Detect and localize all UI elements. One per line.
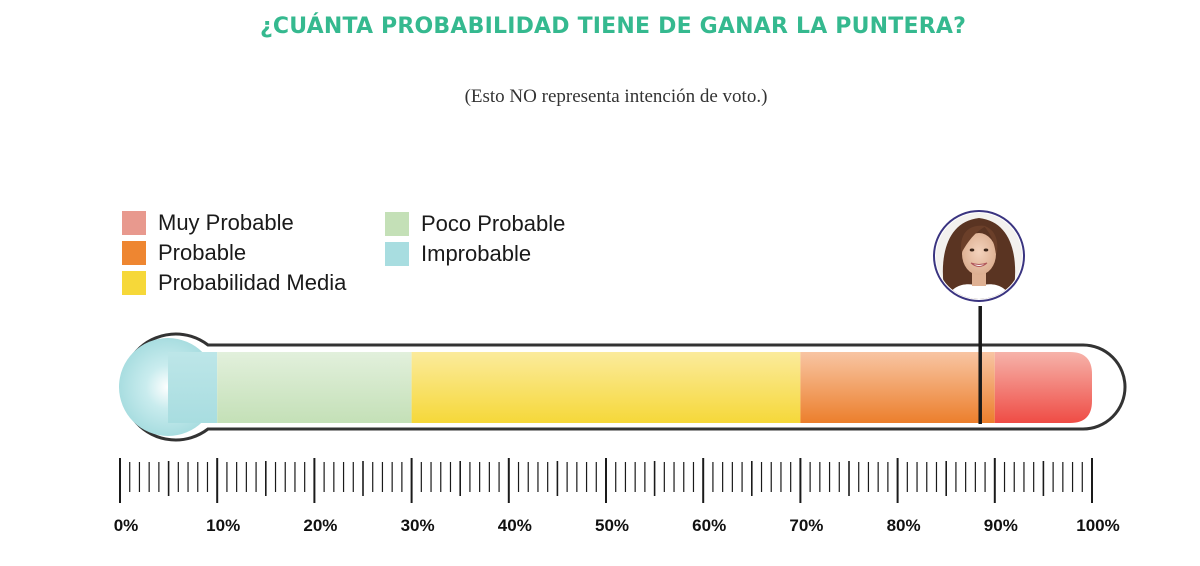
tick-label: 60%: [692, 516, 726, 535]
legend-swatch: [122, 241, 146, 265]
zone-muy-probable: [994, 352, 1092, 423]
axis-ticks: [119, 458, 1093, 503]
legend-item-probable: Probable: [122, 240, 246, 266]
tick-label: 50%: [595, 516, 629, 535]
legend-swatch: [385, 212, 409, 236]
tick-label: 80%: [887, 516, 921, 535]
zone-probabilidad-media: [411, 352, 801, 423]
legend-label: Improbable: [421, 241, 532, 266]
tick-label: 100%: [1076, 516, 1119, 535]
candidate-avatar-icon: [933, 210, 1025, 302]
legend-label: Muy Probable: [158, 210, 294, 235]
legend-item-improbable: Improbable: [385, 241, 531, 267]
legend-label: Probable: [158, 240, 247, 265]
tick-label: 90%: [984, 516, 1018, 535]
zone-poco-probable: [217, 352, 412, 423]
zone-improbable: [168, 352, 218, 423]
tick-label: 20%: [303, 516, 337, 535]
tick-label: 40%: [498, 516, 532, 535]
zone-probable: [800, 352, 995, 423]
candidate-marker: [933, 210, 1025, 424]
legend-item-poco-probable: Poco Probable: [385, 211, 565, 237]
legend-label: Probabilidad Media: [158, 270, 347, 295]
tick-label: 10%: [206, 516, 240, 535]
tick-label: 30%: [401, 516, 435, 535]
legend-swatch: [122, 211, 146, 235]
legend-item-probabilidad-media: Probabilidad Media: [122, 270, 346, 296]
tick-label: 70%: [789, 516, 823, 535]
page-title: ¿CUÁNTA PROBABILIDAD TIENE DE GANAR LA P…: [259, 14, 967, 39]
legend-label: Poco Probable: [421, 211, 566, 236]
tick-label: 0%: [114, 516, 139, 535]
legend-swatch: [385, 242, 409, 266]
legend-swatch: [122, 271, 146, 295]
zone-bands: [168, 352, 1092, 423]
axis-tick-labels: 0% 10% 20% 30% 40% 50% 60% 70% 80% 90% 100%: [114, 516, 1120, 535]
legend-item-muy-probable: Muy Probable: [122, 210, 294, 236]
page-subtitle: (Esto NO representa intención de voto.): [464, 86, 768, 107]
